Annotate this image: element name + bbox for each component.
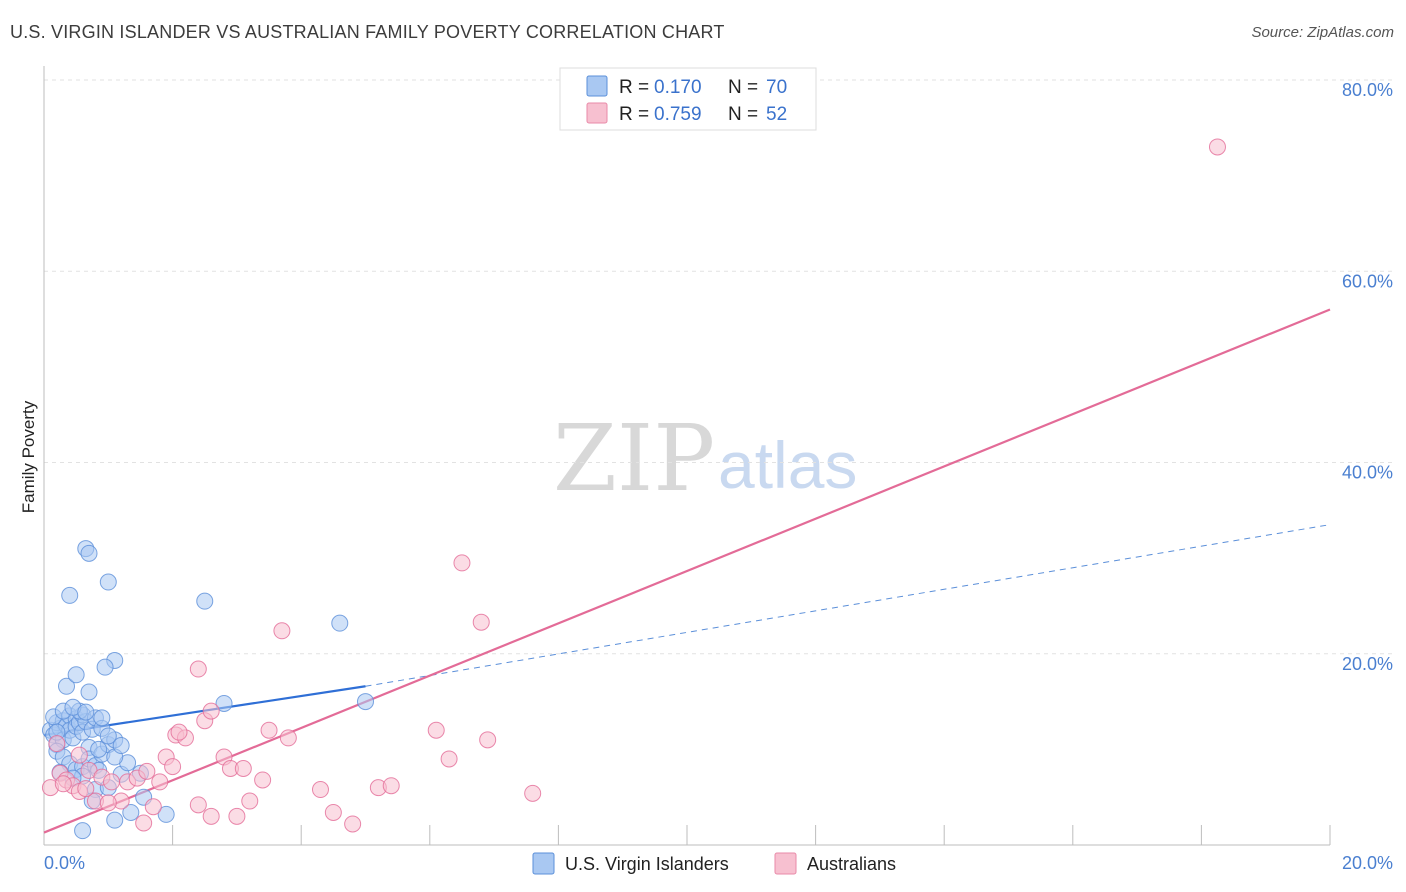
point-virgin-islanders-33 [67,666,85,684]
point-australians-16 [164,758,182,776]
point-australians-36 [440,750,458,768]
point-australians-12 [135,814,153,832]
point-australians-40 [524,784,542,802]
bottom-legend-label-virgin-islanders: U.S. Virgin Islanders [565,854,729,874]
legend-swatch-australians [586,102,608,124]
y-tick-label-0: 20.0% [1342,654,1393,674]
point-australians-25 [234,760,252,777]
legend-r-label-2: R = [619,104,649,125]
point-virgin-islanders-32 [58,677,76,695]
legend-r-value-1: 0.170 [654,77,702,98]
legend-n-value-2: 52 [766,104,787,125]
point-australians-50 [170,723,188,741]
point-australians-39 [479,731,497,749]
point-australians-34 [382,777,400,795]
point-virgin-islanders-54 [80,544,98,562]
chart-title: U.S. VIRGIN ISLANDER VS AUSTRALIAN FAMIL… [10,22,725,42]
point-virgin-islanders-47 [106,811,124,829]
x-tick-label-0: 0.0% [44,853,85,873]
point-australians-26 [241,792,259,810]
point-virgin-islanders-35 [93,709,111,727]
point-virgin-islanders-48 [122,803,140,821]
point-australians-31 [324,803,342,821]
point-virgin-islanders-69 [90,740,108,758]
trend-extension-virgin-islanders [365,524,1331,687]
watermark-zip: ZIP [553,405,715,512]
legend-n-label-1: N = [728,77,758,98]
y-tick-label-1: 40.0% [1342,463,1393,483]
point-virgin-islanders-56 [196,592,214,610]
point-australians-35 [427,721,445,739]
point-virgin-islanders-31 [99,727,117,745]
bottom-legend-swatch-australians [774,852,797,875]
point-australians-42 [202,702,220,720]
point-virgin-islanders-59 [357,693,374,711]
axes [43,66,1331,846]
point-australians-47 [138,762,156,780]
data-points [41,138,1226,840]
point-australians-37 [453,554,471,572]
point-virgin-islanders-58 [331,614,349,632]
trend-lines [43,308,1331,834]
point-australians-48 [54,775,72,793]
point-australians-30 [311,781,329,799]
point-virgin-islanders-51 [74,822,92,840]
point-australians-13 [144,798,162,816]
point-australians-14 [151,773,169,791]
point-australians-32 [344,815,362,833]
x-tick-label-1: 20.0% [1342,853,1393,873]
point-virgin-islanders-37 [96,658,114,676]
point-australians-44 [70,746,88,764]
point-virgin-islanders-68 [112,737,130,755]
point-virgin-islanders-34 [80,683,98,701]
y-axis-label: Family Poverty [19,400,38,513]
source-note: Source: ZipAtlas.com [1251,24,1394,41]
point-australians-41 [189,660,207,678]
point-australians-46 [99,794,117,812]
point-australians-29 [279,729,297,747]
watermark-atlas: atlas [718,428,857,502]
point-australians-49 [77,780,95,798]
point-australians-51 [1208,138,1226,156]
point-virgin-islanders-67 [77,703,95,721]
point-australians-19 [189,796,207,814]
y-tick-labels: 20.0% 40.0% 60.0% 80.0% [1342,80,1393,674]
point-virgin-islanders-52 [61,586,79,604]
point-australians-28 [260,721,278,739]
point-virgin-islanders-57 [215,694,233,712]
point-australians-27 [254,771,272,789]
trend-line-australians [43,308,1331,834]
point-australians-38 [472,613,490,631]
y-tick-label-2: 60.0% [1342,271,1393,291]
point-australians-8 [103,773,121,791]
legend-swatch-virgin-islanders [586,75,608,97]
grid-lines [44,79,1392,655]
legend-n-label-2: N = [728,104,758,125]
legend-n-value-1: 70 [766,77,787,98]
point-australians-43 [273,622,291,640]
legend-r-value-2: 0.759 [654,104,702,125]
point-australians-24 [228,807,246,825]
series-legend: U.S. Virgin Islanders Australians [532,852,896,875]
bottom-legend-swatch-virgin-islanders [532,852,555,875]
stats-legend: R = 0.170 N = 70 R = 0.759 N = 52 [559,67,817,131]
legend-r-label-1: R = [619,77,649,98]
y-tick-label-3: 80.0% [1342,80,1393,100]
point-australians-45 [48,735,66,753]
point-virgin-islanders-55 [99,573,117,591]
x-tick-labels: 0.0% 20.0% [44,853,1393,873]
bottom-legend-label-australians: Australians [807,854,896,874]
point-virgin-islanders-50 [157,805,175,823]
point-australians-21 [202,807,220,825]
